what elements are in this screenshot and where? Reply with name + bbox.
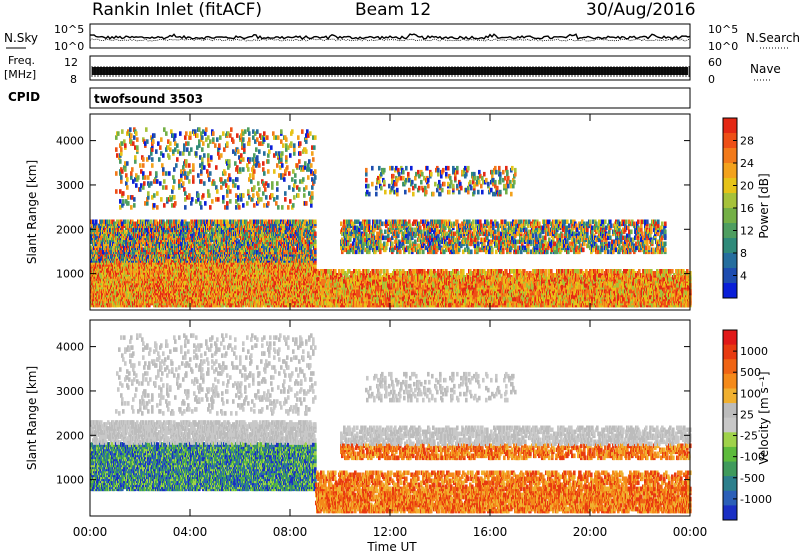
noise-left-label: N.Sky xyxy=(4,31,38,45)
cpid-program: twofsound 3503 xyxy=(94,92,203,106)
cpid-panel: CPID twofsound 3503 xyxy=(8,88,690,108)
freq-left-label-2: [MHz] xyxy=(4,68,36,81)
noise-left-tick-bottom: 10^0 xyxy=(54,40,84,53)
freq-right-tick-bottom: 0 xyxy=(708,73,715,86)
noise-left-tick-top: 10^5 xyxy=(54,23,84,36)
noise-search-trace xyxy=(90,39,690,41)
freq-left-tick-top: 12 xyxy=(64,56,78,69)
power-heatmap xyxy=(90,127,692,307)
freq-left-label-1: Freq. xyxy=(8,54,35,67)
noise-right-tick-bottom: 10^0 xyxy=(708,40,738,53)
cpid-label: CPID xyxy=(8,90,40,104)
noise-panel: N.Sky 10^5 10^0 10^5 10^0 N.Search xyxy=(4,23,800,53)
freq-panel: Freq. [MHz] 12 8 60 0 Nave xyxy=(4,54,781,86)
freq-left-tick-bottom: 8 xyxy=(70,73,77,86)
noise-sky-trace xyxy=(90,34,690,39)
noise-right-tick-top: 10^5 xyxy=(708,23,738,36)
freq-right-tick-top: 60 xyxy=(708,56,722,69)
freq-right-label: Nave xyxy=(750,62,781,76)
noise-right-label: N.Search xyxy=(746,31,800,45)
freq-band xyxy=(92,66,689,77)
